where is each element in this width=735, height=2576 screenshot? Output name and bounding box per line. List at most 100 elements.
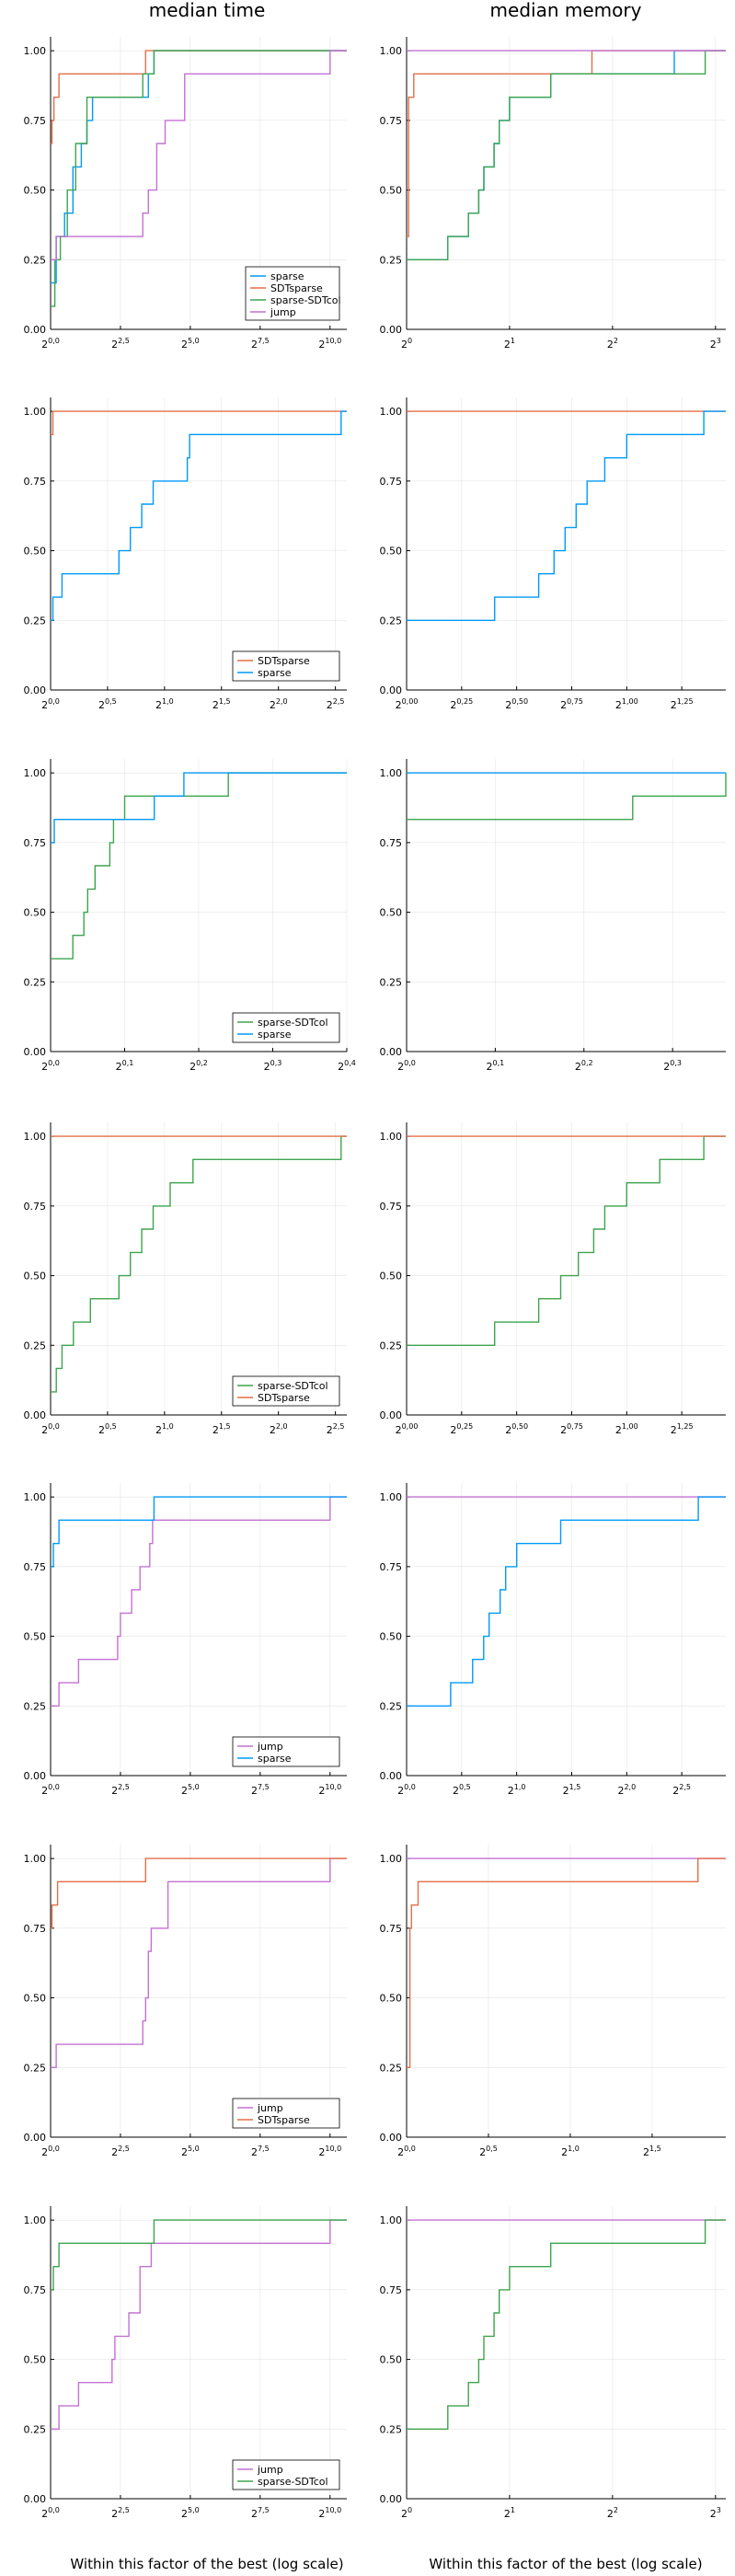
x-tick-label: 23	[710, 337, 721, 351]
y-tick-label: 0.00	[380, 1409, 403, 1421]
x-tick-label: 22,5	[111, 2145, 130, 2158]
legend-box	[232, 1012, 340, 1043]
x-axis-label-memory: Within this factor of the best (log scal…	[429, 2556, 702, 2572]
y-tick-label: 0.50	[380, 1993, 403, 2005]
x-tick-label: 20,00	[396, 1422, 419, 1436]
y-tick-label: 0.25	[24, 2062, 47, 2074]
y-tick-label: 0.25	[380, 1700, 403, 1712]
x-tick-label: 20,1	[487, 1059, 505, 1073]
x-tick-label: 20,50	[505, 697, 528, 711]
x-tick-label: 27,5	[251, 1783, 270, 1797]
x-tick-label: 25,0	[181, 2506, 200, 2520]
x-tick-label: 23	[710, 2506, 721, 2520]
series-line-sparse-SDTcol	[51, 50, 347, 307]
y-tick-label: 1.00	[24, 406, 47, 418]
legend-label: SDTsparse	[270, 282, 323, 294]
y-tick-label: 0.25	[24, 254, 47, 266]
y-tick-label: 0.50	[380, 907, 403, 919]
y-tick-label: 0.00	[380, 1046, 403, 1058]
panel-row6-time: 0.00 0.25 0.50 0.75 1.00 20,0 22,5 25,0 27,5 210,…	[24, 1845, 347, 2158]
y-tick-label: 0.00	[24, 1770, 47, 1782]
x-tick-label: 22,5	[111, 2506, 130, 2520]
x-tick-label: 22,0	[270, 1422, 288, 1436]
x-tick-label: 20,50	[505, 1422, 528, 1436]
panel-row1-memory: 0.00 0.25 0.50 0.75 1.00 20 21 22 23	[380, 37, 726, 351]
x-tick-label: 20,75	[560, 1422, 583, 1436]
y-tick-label: 0.50	[24, 907, 47, 919]
y-tick-label: 0.75	[24, 837, 47, 849]
y-tick-label: 1.00	[24, 1853, 47, 1865]
x-tick-label: 20,0	[41, 1783, 60, 1797]
x-tick-label: 22,5	[327, 1422, 345, 1436]
x-tick-label: 21,0	[561, 2145, 580, 2158]
y-tick-label: 1.00	[380, 406, 403, 418]
y-tick-label: 1.00	[24, 45, 47, 57]
panel-row5-time: 0.00 0.25 0.50 0.75 1.00 20,0 22,5 25,0 27,5 210,…	[24, 1483, 347, 1797]
series-line-SDTsparse	[51, 50, 347, 144]
panel-row2-memory: 0.00 0.25 0.50 0.75 1.00 20,00 20,25 20,50 20,75…	[380, 397, 726, 711]
x-tick-label: 20,4	[338, 1059, 356, 1073]
series-line-sparse	[51, 50, 347, 284]
y-tick-label: 0.25	[24, 976, 47, 988]
series-line-SDTsparse	[407, 50, 726, 237]
x-tick-label: 22	[607, 337, 618, 351]
series-line-jump	[51, 1496, 347, 1707]
legend-label: sparse-SDTcol	[258, 1017, 328, 1029]
x-tick-label: 20,2	[575, 1059, 593, 1073]
y-tick-label: 0.50	[380, 1631, 403, 1643]
legend-label: sparse-SDTcol	[258, 1380, 328, 1392]
y-tick-label: 0.50	[380, 185, 403, 197]
x-tick-label: 20,1	[116, 1059, 134, 1073]
y-tick-label: 0.50	[24, 2354, 47, 2366]
x-tick-label: 20,5	[479, 2145, 498, 2158]
x-tick-label: 20,25	[450, 697, 473, 711]
panel-row5-memory: 0.00 0.25 0.50 0.75 1.00 20,0 20,5 21,0 21,5 22,0…	[380, 1483, 726, 1797]
y-tick-label: 0.75	[24, 2284, 47, 2296]
x-tick-label: 20,0	[397, 1059, 416, 1073]
x-tick-label: 21,5	[563, 1783, 581, 1797]
x-tick-label: 25,0	[181, 2145, 200, 2158]
x-tick-label: 20,0	[41, 2506, 60, 2520]
y-tick-label: 0.25	[24, 1700, 47, 1712]
x-tick-label: 20,0	[397, 1783, 416, 1797]
y-tick-label: 0.75	[380, 2284, 403, 2296]
legend-label: jump	[257, 2102, 283, 2114]
x-tick-label: 27,5	[251, 337, 270, 351]
y-tick-label: 0.75	[380, 837, 403, 849]
legend-label: jump	[270, 306, 296, 318]
x-tick-label: 20,5	[453, 1783, 471, 1797]
series-line-sparse	[407, 50, 726, 260]
x-tick-label: 21,00	[615, 1422, 638, 1436]
panel-row7-time: 0.00 0.25 0.50 0.75 1.00 20,0 22,5 25,0 27,5 210,…	[24, 2206, 347, 2520]
y-tick-label: 1.00	[380, 2214, 403, 2226]
y-tick-label: 0.00	[24, 2132, 47, 2144]
x-tick-label: 27,5	[251, 2506, 270, 2520]
series-line-sparse-SDTcol	[51, 772, 347, 960]
series-line-sparse-SDTcol	[407, 773, 727, 821]
x-tick-label: 21,25	[671, 1422, 694, 1436]
y-tick-label: 0.25	[24, 2423, 47, 2435]
panel-row4-time: 0.00 0.25 0.50 0.75 1.00 20,0 20,5 21,0 21,5 22,0…	[24, 1122, 347, 1436]
series-line-sparse-SDTcol	[407, 50, 726, 260]
x-tick-label: 21,0	[155, 1422, 174, 1436]
panel-row3-time: 0.00 0.25 0.50 0.75 1.00 20,0 20,1 20,2 20,3 20,4…	[24, 759, 356, 1073]
series-line-sparse	[51, 1496, 347, 1568]
legend-label: SDTsparse	[258, 1392, 310, 1404]
legend-label: sparse	[270, 270, 304, 282]
legend-box	[232, 2459, 340, 2490]
x-tick-label: 22,5	[672, 1783, 691, 1797]
x-tick-label: 20,0	[41, 697, 60, 711]
y-tick-label: 1.00	[24, 1131, 47, 1143]
y-tick-label: 0.00	[380, 684, 403, 696]
x-tick-label: 22,5	[327, 697, 345, 711]
panel-row7-memory: 0.00 0.25 0.50 0.75 1.00 20 21 22 23	[380, 2206, 726, 2520]
y-tick-label: 0.25	[380, 615, 403, 627]
panel-row2-time: 0.00 0.25 0.50 0.75 1.00 20,0 20,5 21,0 21,5 22,0…	[24, 397, 347, 711]
x-tick-label: 20,5	[98, 697, 117, 711]
x-tick-label: 22,0	[270, 697, 288, 711]
